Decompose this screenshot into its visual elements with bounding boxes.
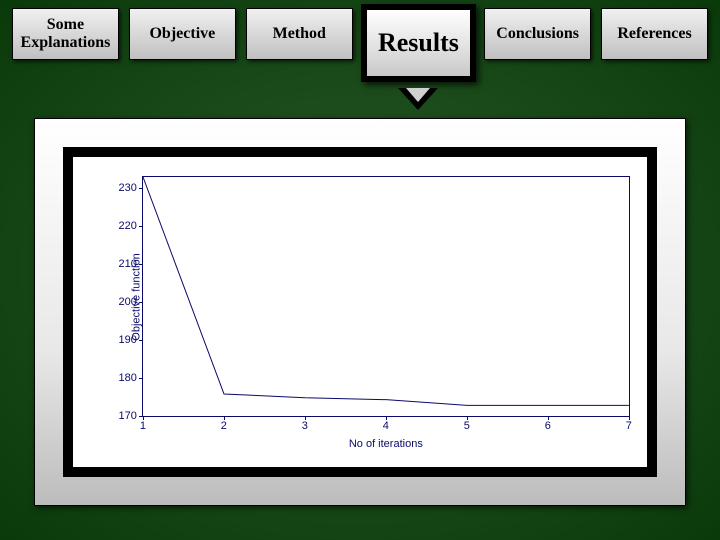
- y-tick-mark: [139, 264, 143, 265]
- chart-line: [143, 177, 629, 417]
- y-tick-label: 190: [103, 334, 143, 346]
- x-tick-mark: [548, 416, 549, 420]
- x-tick-mark: [629, 416, 630, 420]
- x-tick-mark: [224, 416, 225, 420]
- y-tick-mark: [139, 302, 143, 303]
- tab-objective[interactable]: Objective: [129, 8, 236, 60]
- y-tick-label: 220: [103, 220, 143, 232]
- y-tick-label: 210: [103, 258, 143, 270]
- plot-area: Objective function No of iterations 1701…: [142, 176, 630, 418]
- y-tick-mark: [139, 226, 143, 227]
- tab-references[interactable]: References: [601, 8, 708, 60]
- x-tick-mark: [143, 416, 144, 420]
- x-tick-mark: [386, 416, 387, 420]
- tab-bar: Some Explanations Objective Method Resul…: [12, 8, 708, 78]
- y-tick-label: 180: [103, 372, 143, 384]
- tab-results-wrap: Results: [363, 8, 474, 78]
- x-tick-mark: [467, 416, 468, 420]
- results-chart: Objective function No of iterations 1701…: [73, 157, 647, 467]
- tab-conclusions[interactable]: Conclusions: [484, 8, 591, 60]
- tab-results[interactable]: Results: [361, 4, 476, 82]
- tab-method[interactable]: Method: [246, 8, 353, 60]
- chart-frame: Objective function No of iterations 1701…: [63, 147, 657, 477]
- y-tick-mark: [139, 340, 143, 341]
- active-tab-pointer-icon: [398, 88, 438, 110]
- x-axis-label: No of iterations: [349, 438, 423, 450]
- y-tick-label: 230: [103, 182, 143, 194]
- y-tick-mark: [139, 378, 143, 379]
- content-panel: Objective function No of iterations 1701…: [34, 118, 686, 506]
- x-tick-mark: [305, 416, 306, 420]
- y-tick-label: 200: [103, 296, 143, 308]
- y-tick-mark: [139, 188, 143, 189]
- y-tick-label: 170: [103, 410, 143, 422]
- tab-some-explanations[interactable]: Some Explanations: [12, 8, 119, 60]
